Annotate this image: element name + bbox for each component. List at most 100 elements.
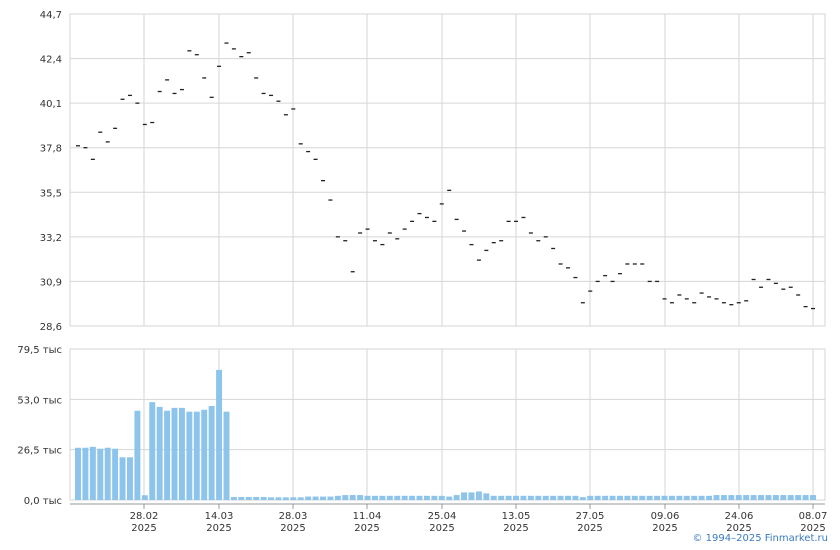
volume-bar	[646, 495, 653, 500]
volume-bar	[438, 495, 445, 500]
volume-bar	[758, 495, 764, 500]
volume-bar	[230, 496, 237, 500]
volume-bar	[416, 495, 423, 500]
volume-bar	[208, 405, 215, 500]
volume-bar	[201, 409, 208, 500]
volume-bar	[268, 497, 274, 500]
copyright-text[interactable]: © 1994–2025 Finmarket.ru	[692, 533, 828, 544]
volume-bar	[171, 407, 178, 500]
x-tick-year: 2025	[206, 523, 231, 534]
volume-bar	[765, 495, 772, 500]
volume-y-tick: 79,5 тыс	[17, 345, 62, 356]
volume-bar	[409, 495, 416, 500]
volume-bar	[156, 406, 163, 500]
volume-bar	[372, 495, 378, 500]
volume-bar	[305, 496, 312, 500]
volume-bar	[275, 497, 282, 500]
volume-bar	[587, 495, 594, 500]
volume-bar	[535, 495, 542, 500]
x-tick-year: 2025	[652, 523, 677, 534]
volume-bar	[193, 411, 200, 500]
price-panel: 44,7 42,4 40,1 37,8 35,5 33,2 30,9 28,6	[40, 10, 826, 333]
volume-bar	[527, 495, 534, 500]
price-plot-frame	[69, 13, 826, 327]
volume-bar	[639, 495, 646, 500]
volume-bar	[802, 495, 809, 500]
volume-bar	[112, 448, 119, 500]
volume-bar	[683, 495, 690, 500]
volume-bar	[342, 495, 349, 500]
volume-bar	[164, 410, 171, 500]
x-axis: 28.02202514.03202528.03202511.04202525.0…	[70, 503, 828, 534]
volume-bar	[364, 495, 371, 500]
volume-bar	[349, 495, 356, 500]
volume-bar	[394, 495, 401, 500]
volume-bar	[743, 495, 750, 500]
x-tick-date: 28.03	[279, 511, 308, 522]
volume-panel: 79,5 тыс 53,0 тыс 26,5 тыс 0,0 тыс	[17, 345, 826, 507]
volume-bar	[565, 495, 571, 500]
volume-bar	[282, 497, 289, 500]
volume-bar	[253, 496, 260, 500]
volume-bar	[327, 496, 334, 500]
volume-bar	[386, 495, 393, 500]
volume-bar	[787, 495, 794, 500]
volume-bar	[134, 410, 141, 500]
volume-bar	[141, 495, 148, 500]
volume-bar	[772, 495, 779, 500]
price-y-tick: 28,6	[40, 322, 62, 333]
volume-bar	[379, 495, 386, 500]
volume-bar	[297, 497, 304, 500]
volume-bar	[720, 495, 727, 500]
volume-bar	[520, 495, 527, 500]
volume-bar	[557, 495, 564, 500]
volume-y-tick: 26,5 тыс	[17, 446, 62, 457]
volume-bar	[624, 495, 631, 500]
volume-bar	[810, 495, 816, 500]
x-tick-date: 08.07	[799, 511, 828, 522]
volume-bar	[572, 495, 579, 500]
volume-bar	[186, 411, 193, 500]
volume-bar	[728, 495, 735, 500]
volume-bar	[357, 495, 364, 500]
volume-bar	[735, 495, 742, 500]
price-y-tick: 40,1	[40, 99, 62, 110]
price-y-tick: 35,5	[40, 188, 62, 199]
x-tick-year: 2025	[726, 523, 751, 534]
x-tick-year: 2025	[131, 523, 156, 534]
volume-bar	[216, 369, 223, 500]
volume-bar	[334, 495, 341, 500]
volume-bar	[320, 496, 326, 500]
x-tick-date: 28.02	[130, 511, 159, 522]
volume-bar	[579, 497, 586, 500]
x-tick-year: 2025	[800, 523, 825, 534]
price-y-tick: 42,4	[40, 55, 62, 66]
volume-bar	[431, 495, 438, 500]
volume-bar	[617, 495, 623, 500]
volume-bar	[82, 447, 89, 500]
volume-bar	[706, 495, 713, 500]
volume-bar	[698, 495, 705, 500]
x-tick-date: 24.06	[725, 511, 754, 522]
price-y-tick: 44,7	[40, 10, 62, 21]
volume-bar	[401, 495, 408, 500]
x-tick-year: 2025	[503, 523, 528, 534]
x-tick-year: 2025	[354, 523, 379, 534]
volume-bar	[654, 495, 661, 500]
price-y-tick: 37,8	[40, 144, 62, 155]
volume-bar	[490, 495, 497, 500]
x-tick-date: 14.03	[205, 511, 234, 522]
x-tick-date: 25.04	[428, 511, 457, 522]
volume-bar	[461, 492, 468, 500]
volume-bar	[89, 446, 96, 500]
volume-bar	[238, 496, 245, 500]
volume-bar	[498, 495, 505, 500]
volume-bar	[119, 457, 126, 500]
volume-bar	[178, 407, 185, 500]
volume-bar	[483, 493, 490, 500]
volume-bar	[312, 496, 319, 500]
x-tick-date: 27.05	[576, 511, 605, 522]
volume-bar	[75, 447, 81, 500]
volume-bar	[780, 495, 787, 500]
